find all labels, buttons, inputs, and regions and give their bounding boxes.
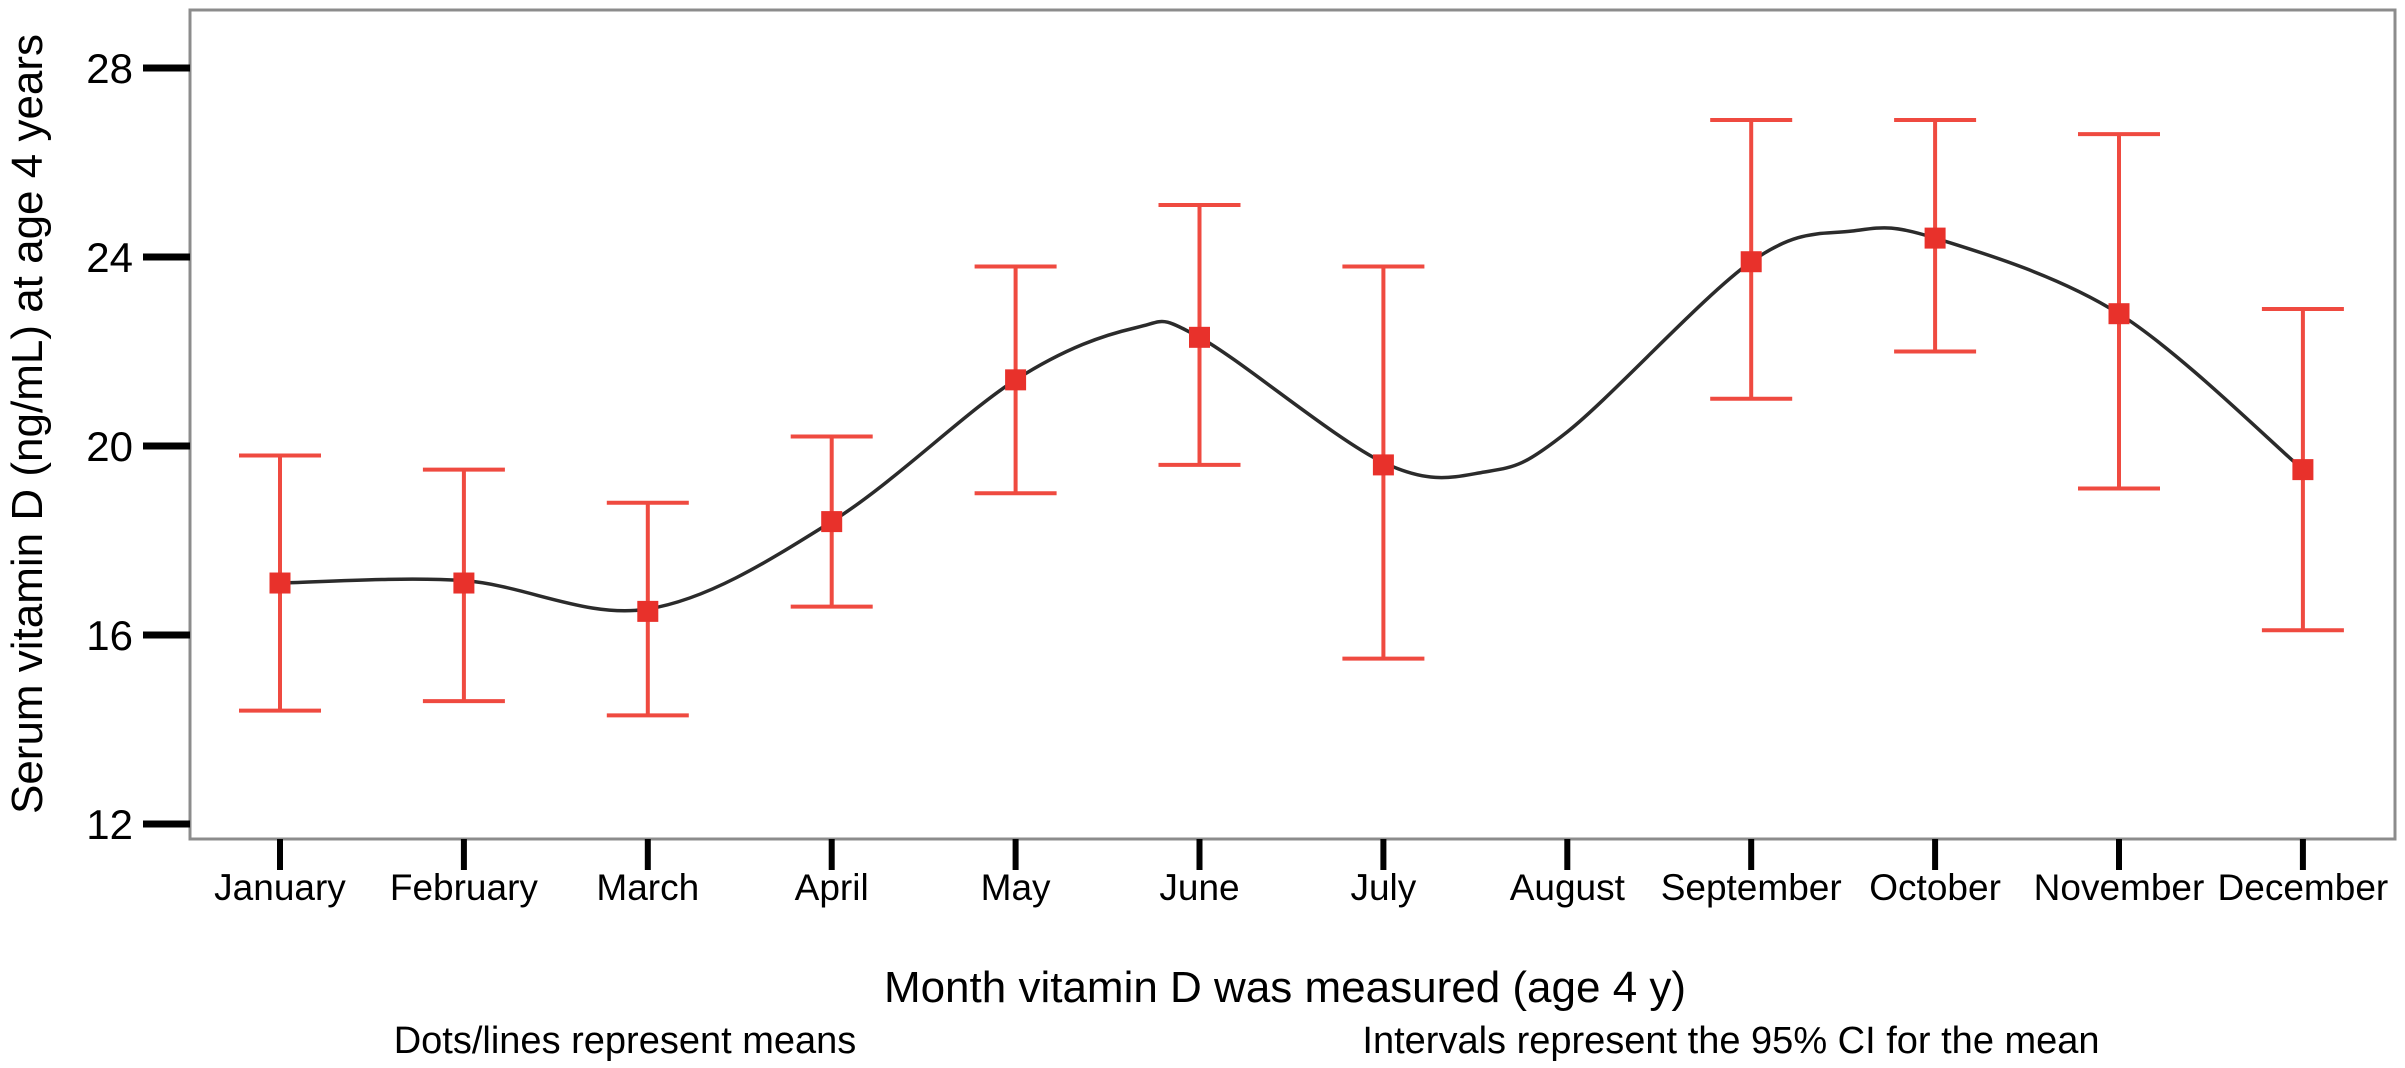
x-tick-label-december: December: [2218, 867, 2389, 908]
y-axis-ticks: [143, 64, 190, 828]
trend-curve: [279, 226, 2305, 613]
mean-marker-january: [269, 572, 291, 594]
footnote-ci: Intervals represent the 95% CI for the m…: [1362, 1020, 2099, 1062]
mean-marker-april: [821, 511, 843, 533]
mean-marker-october: [1924, 227, 1946, 249]
y-axis-title: Serum vitamin D (ng/mL) at age 4 years: [3, 34, 52, 814]
x-tick-label-march: March: [596, 867, 699, 908]
x-tick-label-april: April: [795, 867, 869, 908]
y-tick-label-24: 24: [86, 234, 133, 281]
mean-marker-june: [1189, 326, 1210, 348]
mean-markers: [269, 227, 2314, 622]
x-tick-label-june: June: [1159, 867, 1239, 908]
mean-marker-july: [1372, 454, 1394, 476]
x-tick-label-september: September: [1661, 867, 1842, 908]
y-tick-label-28: 28: [86, 45, 133, 92]
footnote-means: Dots/lines represent means: [394, 1020, 857, 1062]
mean-marker-december: [2292, 459, 2314, 481]
y-axis-labels: 28 24 20 16 12: [86, 45, 133, 848]
x-axis-ticks: [277, 839, 2306, 870]
mean-marker-november: [2108, 303, 2130, 325]
y-tick-label-12: 12: [86, 801, 133, 848]
mean-marker-september: [1740, 251, 1762, 273]
x-tick-label-august: August: [1510, 867, 1626, 908]
x-axis-labels: January February March April May June July Augu…: [214, 867, 2388, 908]
y-tick-label-16: 16: [86, 612, 133, 659]
plot-frame: [188, 8, 2397, 841]
x-tick-label-february: February: [390, 867, 539, 908]
trend-curve-group: [279, 226, 2305, 613]
x-tick-label-november: November: [2034, 867, 2205, 908]
y-tick-label-20: 20: [86, 423, 133, 470]
x-tick-label-january: January: [214, 867, 346, 908]
x-tick-label-july: July: [1350, 867, 1416, 908]
x-tick-label-may: May: [981, 867, 1051, 908]
error-bars: [239, 117, 2344, 718]
mean-marker-march: [637, 600, 659, 622]
mean-marker-may: [1005, 369, 1027, 391]
x-axis-title: Month vitamin D was measured (age 4 y): [884, 963, 1686, 1012]
x-tick-label-october: October: [1869, 867, 2001, 908]
mean-marker-february: [453, 572, 475, 594]
